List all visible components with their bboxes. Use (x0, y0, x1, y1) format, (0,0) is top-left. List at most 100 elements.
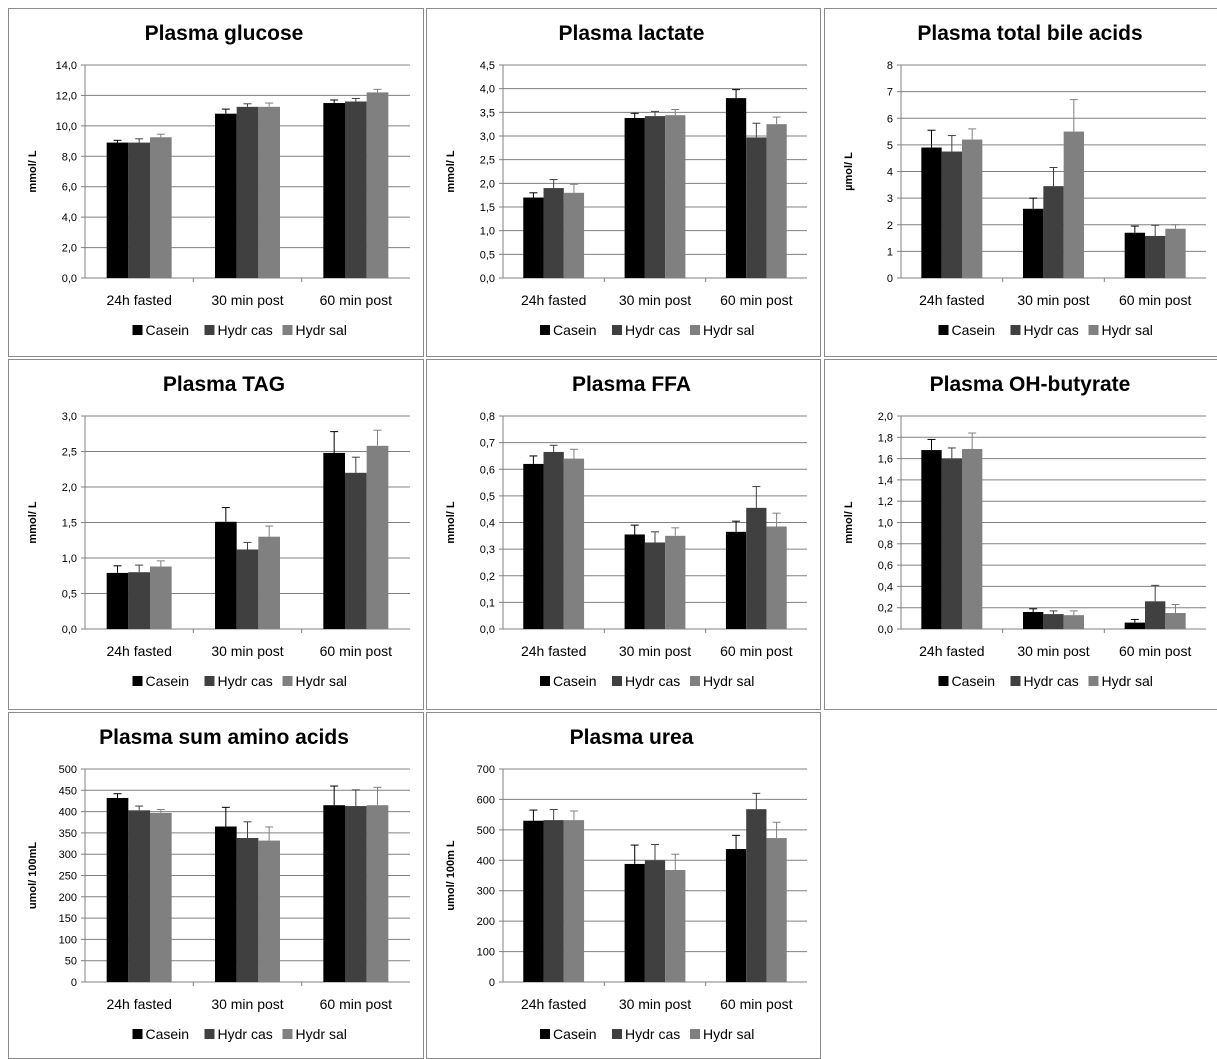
y-tick-label: 1,5 (480, 202, 495, 214)
y-tick-label: 3,0 (62, 411, 77, 423)
x-tick-label: 60 min post (720, 996, 792, 1012)
y-tick-label: 0,4 (878, 581, 893, 593)
y-tick-label: 0 (887, 273, 893, 285)
legend-label: Hydr cas (218, 673, 273, 689)
legend-label: Casein (146, 1026, 190, 1042)
bar-casein (215, 826, 237, 982)
y-tick-label: 500 (477, 825, 495, 837)
legend-label: Hydr cas (1024, 322, 1079, 338)
bar-casein (215, 113, 237, 278)
y-tick-label: 6,0 (62, 182, 77, 194)
bar-hydr-cas (644, 116, 666, 279)
legend-label: Casein (146, 673, 190, 689)
bar-hydr-cas (746, 507, 767, 629)
legend: Casein Hydr cas Hydr sal (938, 322, 1153, 338)
bar-hydr-sal (150, 566, 172, 629)
bar-casein (523, 463, 544, 629)
y-tick-label: 4,5 (480, 60, 495, 72)
bar-hydr-sal (563, 458, 585, 629)
legend-swatch (690, 325, 700, 335)
legend-swatch (132, 325, 143, 335)
x-tick-label: 24h fasted (106, 643, 171, 659)
y-tick-label: 0,7 (480, 438, 495, 450)
bar-hydr-cas (543, 188, 564, 278)
legend: Casein Hydr cas Hydr sal (540, 1026, 754, 1042)
legend: Casein Hydr cas Hydr sal (938, 673, 1153, 689)
bar-hydr-sal (766, 124, 787, 279)
bar-casein (624, 118, 645, 278)
x-tick-label: 30 min post (619, 292, 691, 308)
y-tick-label: 1,0 (62, 553, 77, 565)
chart-svg: Plasma total bile acids µmol/ L 0 1 2 3 4 5 6 7 8 2… (824, 8, 1217, 357)
legend-swatch (612, 325, 622, 335)
bar-casein (624, 534, 645, 629)
y-axis-label: mmol/ L (445, 150, 457, 192)
x-tick-label: 60 min post (320, 996, 392, 1012)
bar-hydr-sal (665, 535, 686, 629)
y-tick-label: 8,0 (62, 151, 77, 163)
bar-hydr-sal (563, 820, 585, 982)
bar-hydr-sal (258, 106, 280, 278)
bar-casein (106, 142, 129, 278)
y-tick-label: 1,0 (878, 518, 893, 530)
bar-casein (323, 805, 345, 982)
bar-hydr-sal (1063, 131, 1084, 278)
chart-panel: Plasma sum amino acids umol/ 100mL 0 50 100 1… (8, 712, 424, 1059)
legend: Casein Hydr cas Hydr sal (540, 673, 754, 689)
y-tick-label: 6 (887, 113, 893, 125)
chart-svg: Plasma OH-butyrate mmol/ L 0,0 0,2 0,4 0,6 0,8… (824, 359, 1217, 710)
y-tick-label: 0,5 (62, 589, 77, 601)
x-tick-label: 30 min post (211, 643, 283, 659)
bar-casein (106, 572, 129, 629)
panel-frame (824, 8, 1217, 357)
y-tick-label: 10,0 (56, 121, 77, 133)
y-tick-label: 250 (59, 871, 77, 883)
chart-panel: Plasma lactate mmol/ L 0,0 0,5 1,0 1,5 2,0 2,5 3… (426, 8, 821, 357)
y-tick-label: 0,2 (878, 603, 893, 615)
y-tick-label: 4 (887, 167, 893, 179)
y-tick-label: 3 (887, 193, 893, 205)
chart-panel: Plasma OH-butyrate mmol/ L 0,0 0,2 0,4 0,6 0,8… (824, 359, 1217, 710)
legend-label: Hydr sal (703, 1026, 754, 1042)
legend-label: Hydr sal (703, 322, 754, 338)
legend-swatch (282, 676, 293, 686)
bar-casein (523, 820, 544, 982)
bar-hydr-cas (128, 572, 150, 629)
legend-label: Hydr sal (703, 673, 754, 689)
x-tick-label: 24h fasted (919, 292, 984, 308)
legend-swatch (540, 676, 550, 686)
legend-label: Casein (553, 1026, 597, 1042)
legend-swatch (690, 676, 700, 686)
x-tick-label: 30 min post (211, 996, 283, 1012)
bar-hydr-sal (1165, 613, 1186, 629)
legend-label: Casein (952, 322, 996, 338)
x-tick-label: 24h fasted (521, 292, 586, 308)
bar-hydr-cas (1145, 235, 1166, 278)
y-axis-label: umol/ 100m L (445, 840, 457, 911)
x-tick-label: 30 min post (1017, 292, 1089, 308)
bar-hydr-cas (1145, 601, 1166, 629)
bar-hydr-cas (345, 101, 367, 278)
bar-hydr-sal (962, 139, 983, 278)
y-tick-label: 3,5 (480, 107, 495, 119)
bar-casein (725, 531, 747, 629)
chart-svg: Plasma glucose mmol/ L 0,0 2,0 4,0 6,0 8,0 10,0… (8, 8, 424, 357)
chart-title: Plasma FFA (572, 373, 691, 396)
bar-hydr-sal (563, 192, 585, 278)
bar-casein (921, 450, 942, 629)
y-tick-label: 2 (887, 220, 893, 232)
bar-hydr-cas (1043, 186, 1064, 278)
bar-hydr-sal (665, 870, 686, 982)
legend-label: Hydr cas (625, 322, 680, 338)
legend-swatch (690, 1029, 700, 1039)
chart-title: Plasma lactate (559, 22, 705, 45)
y-axis-label: mmol/ L (27, 501, 39, 543)
y-tick-label: 600 (477, 794, 495, 806)
y-tick-label: 0,0 (878, 624, 893, 636)
bar-hydr-cas (236, 106, 259, 278)
legend-label: Hydr cas (1024, 673, 1079, 689)
legend-label: Hydr sal (296, 673, 347, 689)
legend-swatch (282, 1029, 293, 1039)
chart-svg: Plasma sum amino acids umol/ 100mL 0 50 100 1… (8, 712, 424, 1059)
